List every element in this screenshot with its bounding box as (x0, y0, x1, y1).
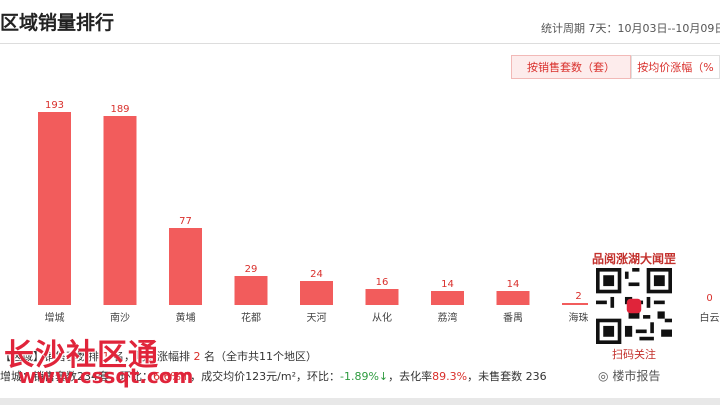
category-label-4: 天河 (307, 312, 327, 324)
bar-7 (496, 291, 530, 305)
summary-unsold: ，未售套数 236 (467, 370, 547, 383)
bar-1 (103, 116, 137, 305)
bar-5 (365, 289, 399, 305)
watermark-brand: 长沙社区通 (4, 338, 159, 373)
bar-8 (562, 303, 595, 305)
bar-6 (431, 291, 464, 305)
summary-rank-prefix: 【区域】销售套数排 (0, 350, 99, 363)
summary-price-rank: 2 (193, 350, 201, 363)
bar-value-label-10: 0 (706, 293, 712, 304)
header-divider (0, 43, 720, 44)
qr-title: 品阅涨湖大闻罡 (591, 252, 676, 266)
bar-4 (300, 281, 333, 305)
bar-value-label-6: 14 (441, 279, 454, 290)
summary-sales-change: 6.6%↑ (153, 370, 191, 383)
bar-2 (169, 228, 202, 305)
watermark-url: www.cssqt.com (18, 364, 194, 388)
bar-value-label-3: 29 (245, 264, 258, 275)
category-label-6: 荔湾 (438, 311, 458, 324)
chart-title: 区域销量排行 (0, 12, 115, 34)
category-label-2: 黄埔 (176, 311, 196, 324)
sort-by-price-change-button[interactable]: 按均价涨幅（% (631, 55, 720, 79)
category-label-5: 从化 (372, 311, 392, 324)
summary-sellthrough-label: ，去化率 (388, 370, 433, 383)
bar-value-label-5: 16 (376, 277, 389, 288)
summary-sales: 增城：销售套数234套，环比： (0, 370, 153, 383)
bar-value-label-8: 2 (575, 291, 581, 302)
summary-line-1: 【区域】销售套数排 1 名，均价涨幅排 2 名（全市共11个地区） (0, 348, 317, 364)
sort-by-sales-button[interactable]: 按销售套数（套） (511, 55, 631, 79)
summary-rank-mid: 名，均价涨幅排 (113, 350, 190, 363)
qr-code-image (596, 268, 672, 344)
category-label-10: 白云 (700, 311, 720, 324)
bar-value-label-2: 77 (179, 216, 192, 227)
summary-price-change: -1.89%↓ (340, 370, 389, 383)
stat-period: 统计周期 7天：10月03日--10月09日 (541, 22, 720, 35)
bar-value-label-1: 189 (110, 104, 129, 115)
wechat-account: 楼市报告 (612, 369, 661, 383)
summary-sellthrough: 89.3% (432, 370, 468, 383)
bottom-scrollbar[interactable] (0, 398, 720, 405)
wechat-icon: ◎ (598, 369, 609, 383)
category-label-0: 增城 (45, 311, 65, 324)
bar-value-label-0: 193 (45, 100, 64, 111)
bar-value-label-7: 14 (507, 279, 520, 290)
bar-3 (234, 276, 268, 305)
category-label-1: 南沙 (110, 311, 130, 324)
bar-0 (38, 112, 71, 305)
summary-sales-rank: 1 (102, 350, 110, 363)
summary-price: ，成交均价123元/m²，环比： (190, 370, 340, 383)
bar-value-label-4: 24 (310, 269, 323, 280)
summary-line-2: 增城：销售套数234套，环比：6.6%↑，成交均价123元/m²，环比：-1.8… (0, 368, 547, 384)
category-label-8: 海珠 (569, 311, 589, 324)
summary-rank-suffix: 名（全市共11个地区） (204, 350, 317, 363)
qr-subtitle: 扫码关注 (612, 348, 656, 361)
qr-code-panel: 品阅涨湖大闻罡 扫码关注 (588, 250, 680, 361)
category-label-7: 番禺 (503, 312, 523, 324)
wechat-watermark: ◎ 楼市报告 (598, 367, 660, 384)
category-label-3: 花都 (241, 311, 261, 324)
